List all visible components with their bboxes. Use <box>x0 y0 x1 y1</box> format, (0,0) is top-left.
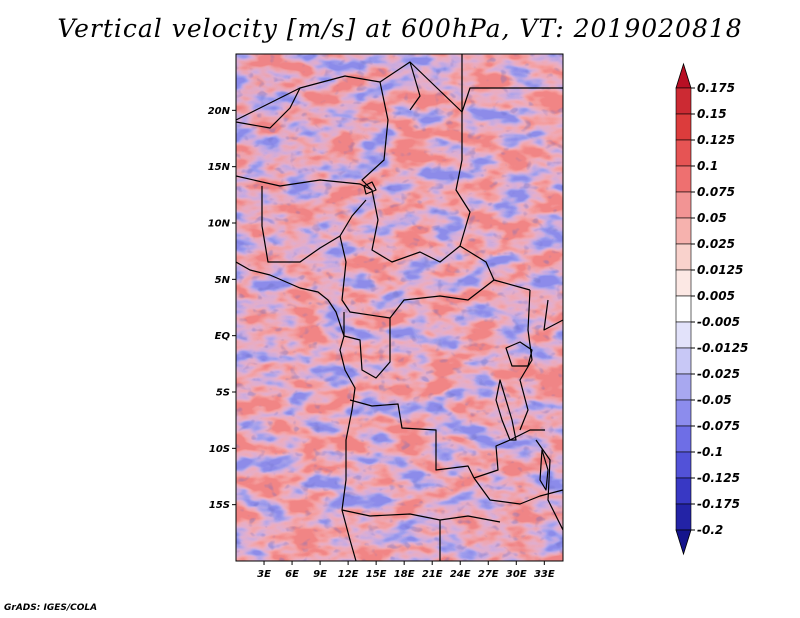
border-east-africa <box>519 289 533 431</box>
colorbar-label: 0.15 <box>697 107 727 121</box>
lon-label: 21E <box>422 569 443 580</box>
border-mozambique <box>535 439 563 531</box>
colorbar-segment <box>675 113 692 141</box>
border-coastline-westafrica <box>236 261 357 561</box>
colorbar-segment <box>675 295 692 323</box>
border-sudan-southsudan <box>455 112 531 291</box>
colorbar-segment <box>675 477 692 505</box>
colorbar-segment <box>675 87 692 115</box>
colorbar-bottom-arrow <box>675 529 692 556</box>
lat-label: 10S <box>209 444 230 455</box>
lon-label: 24E <box>450 569 471 580</box>
border-kenya-tanz <box>543 299 563 331</box>
colorbar-label: 0.075 <box>697 185 735 199</box>
lat-label: 15S <box>209 500 230 511</box>
colorbar-label: -0.0125 <box>697 341 748 355</box>
colorbar-segment <box>675 373 692 401</box>
vertical-velocity-fine-structure <box>236 54 563 561</box>
border-car-drc <box>389 279 495 319</box>
colorbar-segment <box>675 503 692 531</box>
colorbar-segment <box>675 347 692 375</box>
latitude-axis: 20N 15N 10N 5N EQ 5S 10S 15S <box>208 106 236 511</box>
border-drc-angola <box>349 399 475 479</box>
border-egypt-sudan <box>461 54 563 113</box>
border-algeria-mali <box>236 87 301 129</box>
lat-label: 5S <box>216 388 230 399</box>
lon-label: 30E <box>506 569 527 580</box>
colorbar-label: 0.175 <box>697 81 735 95</box>
map-area <box>235 53 564 562</box>
colorbar-label: 0.05 <box>697 211 727 225</box>
colorbar-label: 0.005 <box>697 289 735 303</box>
colorbar-segment <box>675 269 692 297</box>
colorbar-segment <box>675 321 692 349</box>
colorbar-segment <box>675 139 692 167</box>
colorbar-segment <box>675 217 692 245</box>
lake-victoria <box>505 341 533 367</box>
colorbar-segment <box>675 399 692 427</box>
lon-label: 9E <box>313 569 327 580</box>
border-libya-niger-chad <box>236 61 463 121</box>
border-nigeria <box>261 186 367 263</box>
lon-label: 27E <box>478 569 499 580</box>
colorbar-label: -0.025 <box>697 367 740 381</box>
colorbar: 0.175 0.15 0.125 0.1 0.075 0.05 0.025 0.0125 0.0… <box>675 62 748 556</box>
colorbar-label: -0.175 <box>697 497 740 511</box>
colorbar-segment <box>675 191 692 219</box>
lake-malawi <box>539 449 549 491</box>
lat-label: 5N <box>215 275 231 286</box>
map-frame <box>235 53 564 562</box>
lake-tanganyika <box>495 379 517 441</box>
colorbar-segment <box>675 451 692 479</box>
border-drc-zambia <box>473 429 545 479</box>
grads-credit: GrADS: IGES/COLA <box>4 603 98 613</box>
lon-label: 12E <box>338 569 359 580</box>
map-title: Vertical velocity [m/s] at 600hPa, VT: 2… <box>57 14 743 43</box>
colorbar-label: -0.075 <box>697 419 740 433</box>
colorbar-label: -0.125 <box>697 471 740 485</box>
lon-label: 18E <box>394 569 415 580</box>
colorbar-label: 0.0125 <box>697 263 743 277</box>
border-chad-car <box>371 219 461 263</box>
lat-label: 10N <box>208 219 231 230</box>
lon-label: 15E <box>366 569 387 580</box>
colorbar-segment <box>675 243 692 271</box>
border-cameroon <box>339 235 391 319</box>
colorbar-segment <box>675 425 692 453</box>
lon-label: 3E <box>257 569 271 580</box>
lat-label: 20N <box>208 106 231 117</box>
colorbar-label: -0.1 <box>697 445 723 459</box>
border-chad-east <box>361 81 389 221</box>
colorbar-label: -0.005 <box>697 315 740 329</box>
longitude-axis: 3E 6E 9E 12E 15E 18E 21E 24E 27E 30E 33E <box>257 561 555 580</box>
lake-chad <box>363 181 377 195</box>
lon-label: 33E <box>534 569 555 580</box>
colorbar-label: 0.1 <box>697 159 718 173</box>
colorbar-label: 0.025 <box>697 237 735 251</box>
colorbar-label: -0.05 <box>697 393 732 407</box>
colorbar-top-arrow <box>675 62 692 89</box>
lat-label: 15N <box>208 162 231 173</box>
lon-label: 6E <box>285 569 299 580</box>
colorbar-label: -0.2 <box>697 523 723 537</box>
colorbar-segment <box>675 165 692 193</box>
colorbar-label: 0.125 <box>697 133 735 147</box>
border-angola-namibia <box>341 509 501 523</box>
nile-border <box>409 61 421 111</box>
lat-label: EQ <box>215 331 231 342</box>
border-zambia-south <box>473 477 563 505</box>
country-borders <box>236 54 563 561</box>
